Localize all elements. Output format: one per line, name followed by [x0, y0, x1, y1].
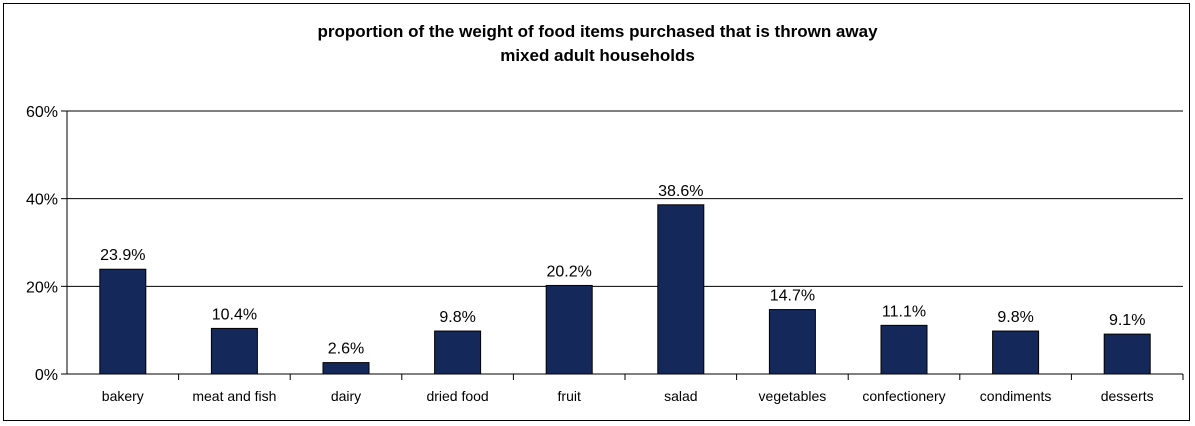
bar	[210, 327, 258, 375]
chart-frame: proportion of the weight of food items p…	[3, 3, 1190, 421]
bar-value-label: 9.1%	[1109, 312, 1145, 329]
x-category-label: salad	[664, 388, 697, 404]
bar	[992, 330, 1040, 375]
bar	[1103, 333, 1151, 375]
x-category-label: condiments	[980, 388, 1052, 404]
chart-title: proportion of the weight of food items p…	[4, 20, 1191, 68]
bar	[880, 324, 928, 375]
x-category-label: meat and fish	[192, 388, 276, 404]
x-category-label: dried food	[426, 388, 488, 404]
bar-value-label: 20.2%	[547, 263, 592, 280]
bar-value-label: 9.8%	[997, 309, 1033, 326]
bar-value-label: 23.9%	[100, 247, 145, 264]
bar	[434, 330, 482, 375]
x-category-label: vegetables	[759, 388, 827, 404]
x-category-label: desserts	[1101, 388, 1154, 404]
y-tick-label: 60%	[26, 104, 58, 121]
bar-value-label: 11.1%	[882, 303, 926, 320]
x-category-label: fruit	[558, 388, 581, 404]
y-tick-label: 40%	[26, 192, 58, 209]
x-category-label: dairy	[331, 388, 361, 404]
bar-value-label: 2.6%	[328, 341, 364, 358]
bar-chart: 0% 20% 40% 60% bakery 23.9% meat and fish 10.4%…	[26, 104, 1184, 404]
x-category-label: confectionery	[862, 388, 945, 404]
bar	[99, 268, 147, 375]
bar-value-label: 14.7%	[770, 288, 815, 305]
bar	[657, 204, 705, 375]
bar	[322, 362, 370, 375]
x-category-label: bakery	[102, 388, 144, 404]
chart-title-line-1: proportion of the weight of food items p…	[317, 22, 878, 41]
bar-value-label: 9.8%	[439, 309, 475, 326]
chart-subtitle: mixed adult households	[500, 46, 695, 65]
bar	[545, 284, 593, 375]
bar	[768, 309, 816, 375]
bar-value-label: 10.4%	[212, 306, 257, 323]
y-tick-label: 20%	[26, 279, 58, 296]
y-tick-label: 0%	[35, 367, 58, 384]
bar-value-label: 38.6%	[658, 183, 703, 200]
